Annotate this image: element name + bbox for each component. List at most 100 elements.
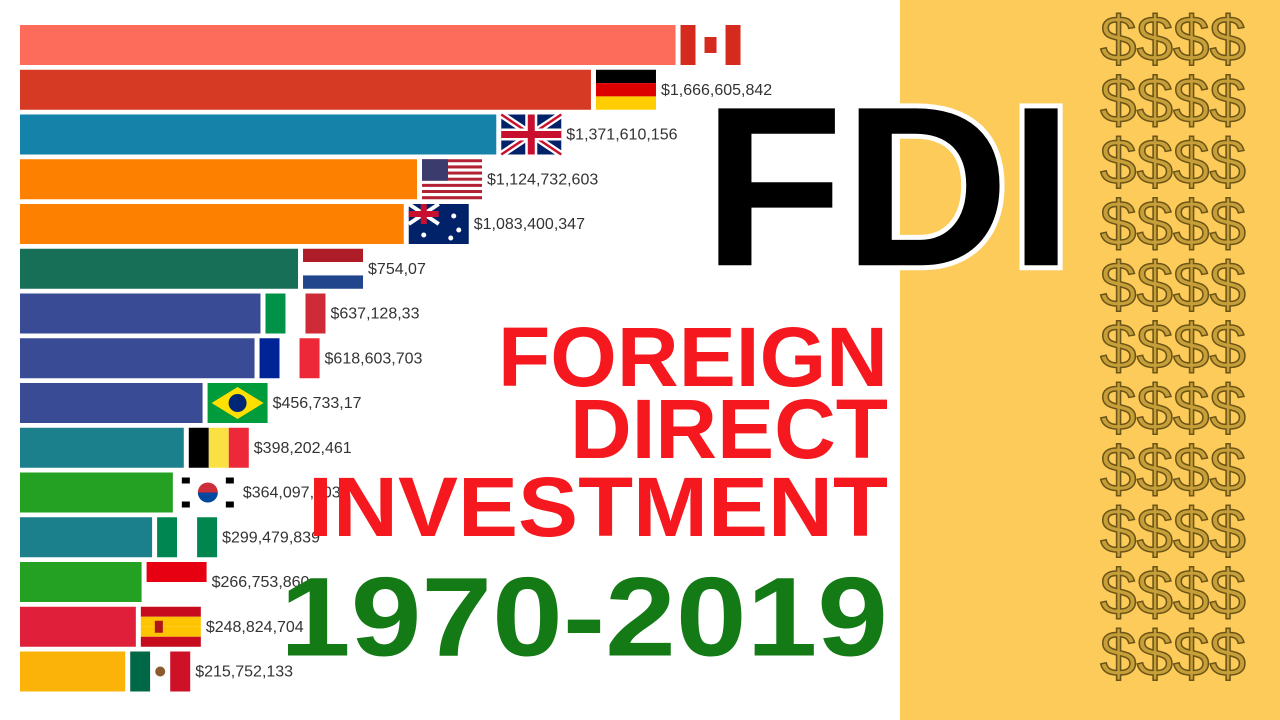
value-label: $1,124,732,603 xyxy=(487,171,598,188)
bar xyxy=(20,248,299,289)
bar xyxy=(20,25,676,65)
dollar-row: $$$$ xyxy=(1100,249,1246,321)
flag xyxy=(188,427,249,468)
flag xyxy=(140,606,201,647)
flag xyxy=(177,472,238,513)
flag-part xyxy=(422,186,483,191)
flag-part xyxy=(303,262,364,276)
flag-part xyxy=(422,190,483,194)
value-label: $299,479,839 xyxy=(222,529,320,546)
subtitle-line: DIRECT xyxy=(570,382,888,476)
flag-part xyxy=(225,477,234,484)
value-label: $266,753,860 xyxy=(212,574,310,591)
flag-part xyxy=(448,235,454,241)
flag xyxy=(499,111,564,158)
flag-part xyxy=(259,338,280,379)
flag-part xyxy=(181,477,190,484)
flag-part xyxy=(422,159,449,181)
flag-part xyxy=(595,96,656,110)
flag-part xyxy=(305,293,326,334)
flag-part xyxy=(208,427,229,468)
flag xyxy=(595,69,656,110)
side-panel xyxy=(900,0,1280,720)
flag-part xyxy=(421,232,427,238)
bar xyxy=(20,204,404,244)
flag-part xyxy=(408,211,439,217)
flag-part xyxy=(197,492,218,503)
value-label: $1,083,400,347 xyxy=(474,216,585,233)
flag xyxy=(259,338,320,379)
flag-part xyxy=(130,651,151,692)
flag-part xyxy=(422,177,483,181)
flag-part xyxy=(595,83,656,97)
flag xyxy=(157,517,218,558)
dollar-pattern: $$$$$$$$$$$$$$$$$$$$$$$$$$$$$$$$$$$$$$$$… xyxy=(1099,2,1247,691)
flag-part xyxy=(157,517,178,558)
dollar-row: $$$$ xyxy=(1100,126,1246,198)
value-label: $618,603,703 xyxy=(325,350,423,367)
flag-part xyxy=(299,338,320,379)
flag-part xyxy=(228,394,247,412)
flag-part xyxy=(146,582,207,602)
flag-part xyxy=(154,620,163,633)
flag-part xyxy=(140,616,201,627)
flag-part xyxy=(197,482,218,493)
bar xyxy=(20,606,136,647)
flag-part xyxy=(422,168,483,172)
dollar-row: $$$$ xyxy=(1100,372,1246,444)
dollar-row: $$$$ xyxy=(1100,187,1246,259)
flag-part xyxy=(170,651,191,692)
value-label: $364,097,203 xyxy=(243,485,341,502)
value-label: $1,666,605,842 xyxy=(661,82,772,99)
flag-part xyxy=(422,180,483,184)
flag-part xyxy=(197,517,218,558)
flag-part xyxy=(422,171,483,175)
flag-part xyxy=(303,248,364,263)
flag-part xyxy=(501,131,562,138)
flag-part xyxy=(422,159,483,163)
flag-part xyxy=(422,174,483,178)
value-label: $754,07 xyxy=(368,261,426,278)
dollar-row: $$$$ xyxy=(1100,495,1246,567)
bar xyxy=(20,651,126,692)
flag-part xyxy=(279,338,300,379)
flag-part xyxy=(422,193,483,197)
flag-part xyxy=(140,606,201,617)
title: FDI xyxy=(703,60,1073,314)
value-label: $1,371,610,156 xyxy=(566,127,677,144)
flag-part xyxy=(140,636,201,647)
dollar-row: $$$$ xyxy=(1100,310,1246,382)
flag-part xyxy=(265,293,286,334)
bar xyxy=(20,159,418,200)
flag-part xyxy=(146,562,207,582)
flag-part xyxy=(595,69,656,84)
flag-part xyxy=(225,501,234,508)
flag-part xyxy=(680,25,696,65)
flag-part xyxy=(228,427,249,468)
flag-part xyxy=(140,626,201,637)
flag xyxy=(265,293,326,334)
bar xyxy=(20,293,261,334)
flag xyxy=(303,248,364,289)
flag-part xyxy=(285,293,306,334)
value-label: $456,733,17 xyxy=(273,395,362,412)
flag xyxy=(146,562,207,602)
flag-part xyxy=(422,165,483,169)
flag-part xyxy=(188,427,209,468)
flag xyxy=(680,25,741,65)
flag-part xyxy=(155,666,166,677)
flag-part xyxy=(456,227,462,233)
bar-chart: $1,666,605,842 $1,371,610,156 $1,124,732,6… xyxy=(20,25,772,692)
flag xyxy=(207,383,268,423)
flag-part xyxy=(303,275,364,289)
value-label: $215,752,133 xyxy=(195,664,293,681)
flag xyxy=(422,159,483,200)
dollar-row: $$$$ xyxy=(1100,3,1246,75)
flag-part xyxy=(704,37,717,53)
value-label: $248,824,704 xyxy=(206,619,304,636)
value-label: $637,128,33 xyxy=(330,306,419,323)
dollar-row: $$$$ xyxy=(1100,618,1246,690)
dollar-row: $$$$ xyxy=(1100,556,1246,628)
